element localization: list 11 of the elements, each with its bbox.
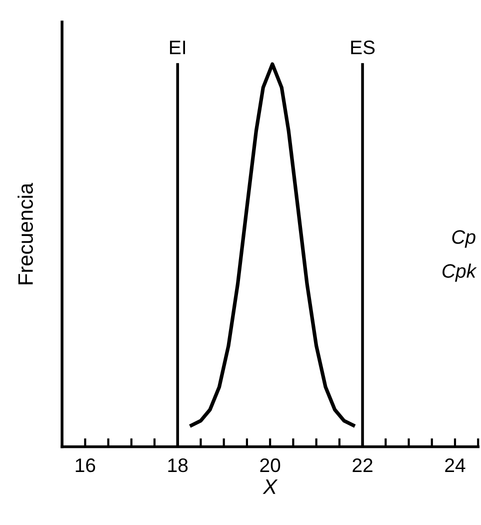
- annotation: Cp: [452, 230, 476, 248]
- ref-line-label: ES: [351, 40, 375, 54]
- ref-line-label: EI: [170, 40, 186, 54]
- x-tick-label: 24: [445, 458, 466, 472]
- x-axis-title: X: [262, 480, 278, 494]
- annotation: Cpk: [442, 264, 477, 282]
- x-tick-label: 22: [352, 458, 372, 472]
- y-axis-title: Frecuencia: [18, 182, 33, 284]
- x-tick-label: 18: [168, 458, 188, 472]
- x-tick-label: 20: [260, 458, 280, 472]
- x-tick-label: 16: [76, 458, 96, 472]
